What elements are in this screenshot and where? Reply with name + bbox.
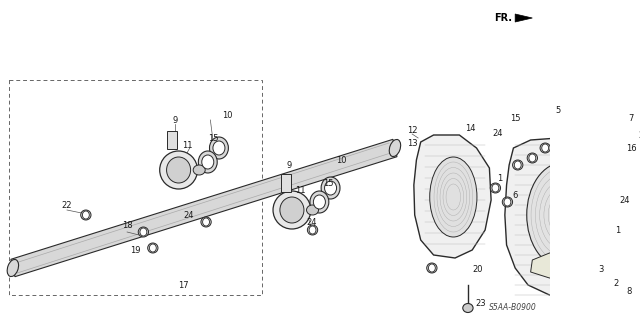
Circle shape — [504, 198, 511, 206]
Text: 15: 15 — [323, 179, 333, 188]
Text: S5AA-B0900: S5AA-B0900 — [490, 303, 537, 313]
Circle shape — [203, 218, 209, 226]
Text: 14: 14 — [465, 124, 476, 132]
Text: 2: 2 — [614, 278, 619, 287]
Ellipse shape — [273, 191, 311, 229]
Text: 24: 24 — [184, 211, 194, 220]
Circle shape — [515, 161, 521, 169]
Text: 7: 7 — [628, 114, 634, 123]
Text: 9: 9 — [173, 116, 178, 124]
Ellipse shape — [553, 119, 572, 141]
Ellipse shape — [527, 163, 600, 268]
Circle shape — [428, 264, 435, 272]
Circle shape — [542, 144, 548, 152]
Circle shape — [149, 244, 156, 252]
Text: 10: 10 — [337, 156, 347, 164]
Text: 22: 22 — [61, 201, 72, 210]
Ellipse shape — [389, 140, 401, 156]
Polygon shape — [414, 135, 491, 258]
Text: 17: 17 — [179, 281, 189, 290]
Circle shape — [628, 148, 639, 162]
Text: 11: 11 — [182, 140, 193, 149]
Text: 5: 5 — [556, 106, 561, 115]
Polygon shape — [531, 253, 593, 278]
Text: 6: 6 — [513, 190, 518, 199]
Text: 13: 13 — [407, 139, 417, 148]
Text: 16: 16 — [626, 143, 636, 153]
Text: 8: 8 — [627, 287, 632, 297]
Ellipse shape — [193, 165, 205, 175]
Ellipse shape — [81, 210, 91, 220]
Text: 3: 3 — [598, 266, 604, 275]
Ellipse shape — [429, 157, 477, 237]
Ellipse shape — [148, 243, 158, 253]
Text: 11: 11 — [295, 186, 306, 195]
Text: FR.: FR. — [493, 13, 512, 23]
Text: 15: 15 — [209, 133, 219, 142]
Bar — [8, 80, 262, 295]
Polygon shape — [515, 14, 532, 22]
Text: 18: 18 — [122, 220, 132, 229]
Circle shape — [324, 181, 337, 195]
Text: 24: 24 — [620, 196, 630, 204]
Circle shape — [314, 195, 325, 209]
Ellipse shape — [166, 157, 191, 183]
Text: 19: 19 — [131, 245, 141, 254]
Circle shape — [202, 155, 214, 169]
Circle shape — [556, 123, 568, 137]
Polygon shape — [11, 139, 397, 277]
Ellipse shape — [613, 235, 623, 245]
Text: 12: 12 — [407, 125, 417, 134]
Ellipse shape — [596, 275, 606, 285]
Circle shape — [623, 206, 630, 214]
Ellipse shape — [527, 153, 538, 163]
Ellipse shape — [160, 151, 198, 189]
Text: 21: 21 — [639, 131, 640, 140]
Ellipse shape — [209, 137, 228, 159]
Ellipse shape — [307, 225, 317, 235]
Ellipse shape — [502, 197, 513, 207]
Ellipse shape — [513, 160, 523, 170]
Circle shape — [636, 136, 640, 144]
Circle shape — [213, 141, 225, 155]
Ellipse shape — [198, 151, 217, 173]
Ellipse shape — [490, 183, 500, 193]
Circle shape — [140, 228, 147, 236]
Circle shape — [598, 276, 604, 284]
Ellipse shape — [634, 135, 640, 145]
Ellipse shape — [321, 177, 340, 199]
Ellipse shape — [540, 143, 550, 153]
Ellipse shape — [639, 159, 640, 181]
Text: 24: 24 — [493, 129, 503, 138]
Circle shape — [309, 226, 316, 234]
Polygon shape — [505, 138, 618, 295]
Circle shape — [492, 184, 499, 192]
Ellipse shape — [138, 227, 148, 237]
Ellipse shape — [7, 260, 19, 276]
Bar — [166, 131, 177, 149]
Text: 1: 1 — [616, 226, 621, 235]
Text: 24: 24 — [307, 218, 317, 227]
Text: 20: 20 — [472, 266, 483, 275]
Circle shape — [529, 154, 536, 162]
Ellipse shape — [280, 197, 304, 223]
Circle shape — [83, 211, 90, 219]
Ellipse shape — [621, 205, 632, 215]
Ellipse shape — [463, 303, 473, 313]
Ellipse shape — [201, 217, 211, 227]
Text: 10: 10 — [222, 110, 233, 119]
Ellipse shape — [624, 144, 640, 166]
Text: 15: 15 — [510, 114, 520, 123]
Text: 9: 9 — [287, 161, 292, 170]
Bar — [281, 174, 291, 192]
Text: 1: 1 — [497, 173, 502, 182]
Ellipse shape — [310, 191, 329, 213]
Ellipse shape — [307, 205, 319, 215]
Ellipse shape — [427, 263, 437, 273]
Text: 23: 23 — [476, 299, 486, 308]
Circle shape — [615, 236, 621, 244]
